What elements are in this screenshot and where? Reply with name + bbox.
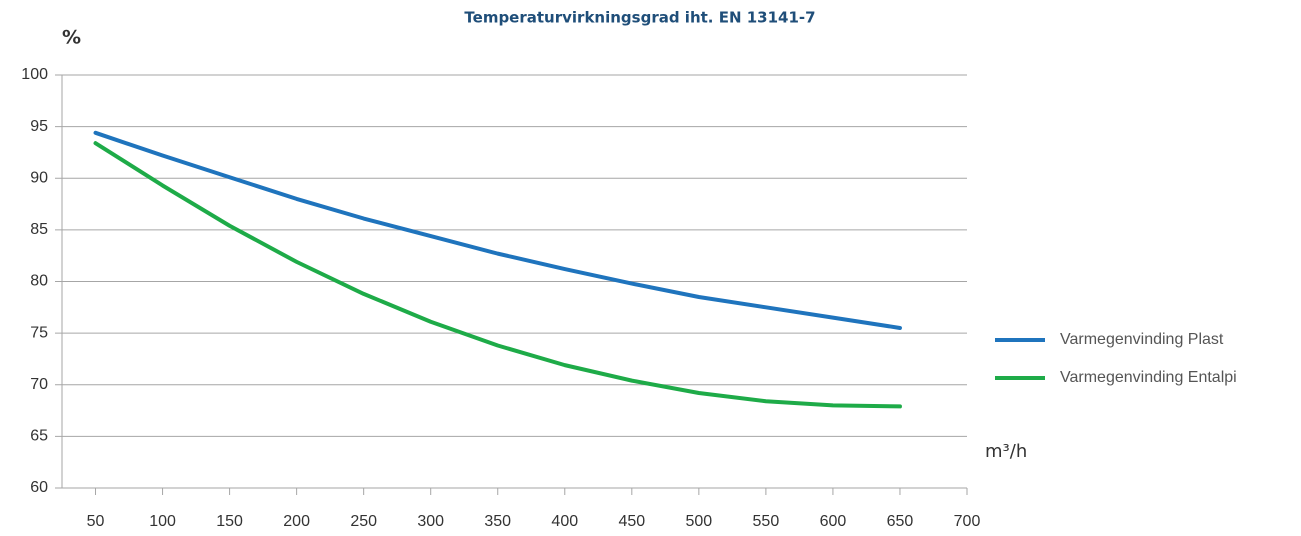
x-tick-label: 100 — [149, 513, 176, 530]
legend-label: Varmegenvinding Plast — [1060, 331, 1224, 348]
legend-label: Varmegenvinding Entalpi — [1060, 369, 1237, 386]
y-tick-label: 80 — [30, 273, 48, 290]
x-tick-label: 350 — [484, 513, 511, 530]
y-tick-label: 85 — [30, 221, 48, 238]
x-tick-label: 650 — [887, 513, 914, 530]
y-tick-label: 95 — [30, 118, 48, 135]
chart-title: Temperaturvirkningsgrad iht. EN 13141-7 — [464, 9, 815, 27]
y-tick-label: 70 — [30, 376, 48, 393]
line — [93, 130, 902, 330]
x-tick-label: 150 — [216, 513, 243, 530]
y-tick-label: 75 — [30, 324, 48, 341]
x-tick-label: 200 — [283, 513, 310, 530]
x-tick-label: 450 — [618, 513, 645, 530]
y-tick-label: 60 — [30, 479, 48, 496]
y-tick-label: 90 — [30, 169, 48, 186]
x-axis-label: m³/h — [985, 441, 1027, 462]
y-tick-label: 100 — [21, 66, 48, 83]
y-axis-label: % — [62, 27, 81, 49]
x-tick-label: 250 — [350, 513, 377, 530]
line — [93, 141, 902, 409]
x-tick-label: 550 — [753, 513, 780, 530]
x-tick-label: 50 — [87, 513, 105, 530]
x-tick-label: 500 — [686, 513, 713, 530]
x-tick-label: 600 — [820, 513, 847, 530]
x-tick-label: 400 — [551, 513, 578, 530]
x-tick-label: 700 — [954, 513, 981, 530]
y-tick-label: 65 — [30, 428, 48, 445]
x-tick-label: 300 — [417, 513, 444, 530]
